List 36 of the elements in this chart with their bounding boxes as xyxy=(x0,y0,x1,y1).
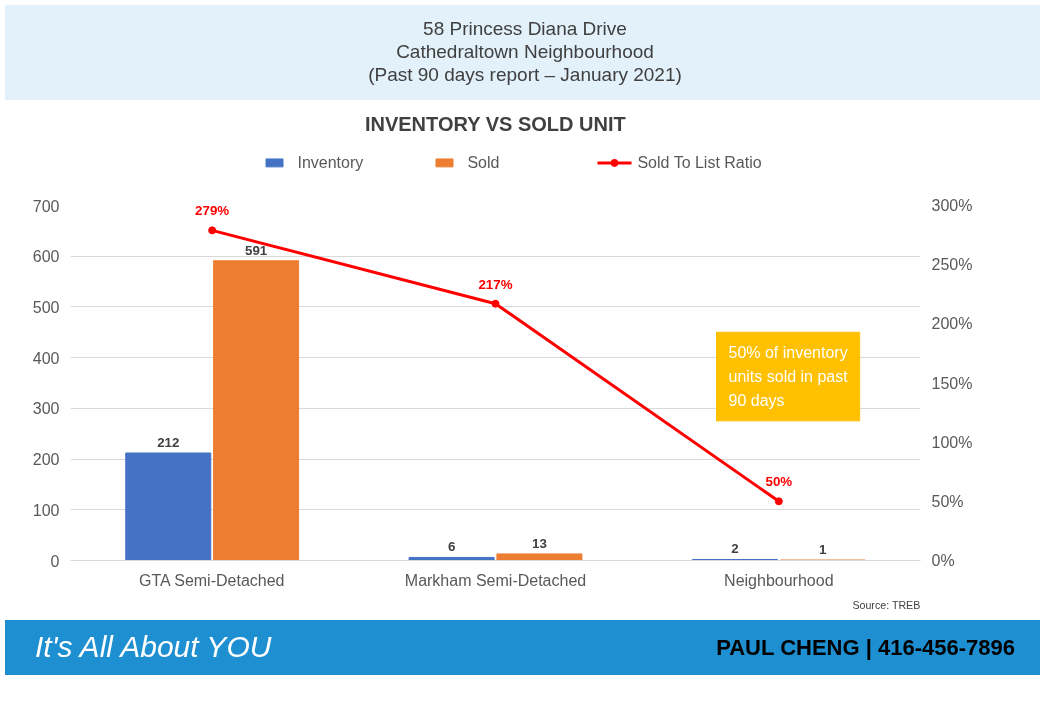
chart-subtitle: 58 Princess Diana Drive Cathedraltown Neighbourhood (Past 90 days report – January 2021) xyxy=(5,5,1040,100)
data-label: 6 xyxy=(447,539,456,555)
x-tick-label: GTA Semi-Detached xyxy=(138,571,285,589)
y2-tick-label: 100% xyxy=(931,433,973,451)
y-tick-label: 600 xyxy=(32,248,60,266)
text: PAUL CHENG | 416-456-7896 xyxy=(716,633,1015,662)
y-tick-label: 100 xyxy=(32,501,60,519)
data-label: 50% xyxy=(765,474,793,490)
legend-label: Sold To List Ratio xyxy=(637,154,762,172)
y-tick-label: 0 xyxy=(50,552,60,570)
data-label: 591 xyxy=(244,242,268,258)
y-tick-label: 200 xyxy=(32,451,60,469)
y-tick-label: 700 xyxy=(32,197,60,215)
y-tick-label: 300 xyxy=(32,400,60,418)
data-label: 279% xyxy=(195,203,230,219)
legend-label: Sold xyxy=(467,154,500,172)
chart-title: INVENTORY VS SOLD UNIT xyxy=(364,112,626,135)
legend-label: Inventory xyxy=(297,154,364,172)
data-label: 2 xyxy=(731,541,739,557)
data-label: 13 xyxy=(532,535,547,551)
source-note: Source: TREB xyxy=(852,598,921,611)
y2-tick-label: 150% xyxy=(931,374,973,392)
x-tick-label: Neighbourhood xyxy=(724,571,834,589)
y2-tick-label: 300% xyxy=(931,197,973,214)
data-label: 1 xyxy=(819,541,828,557)
data-label: 217% xyxy=(478,276,513,292)
annotation: 50% of inventory units sold in past 90 days xyxy=(728,344,849,409)
data-label: 212 xyxy=(157,434,180,450)
y-tick-label: 500 xyxy=(32,298,60,316)
y2-tick-label: 250% xyxy=(931,256,973,274)
x-tick-label: Markham Semi-Detached xyxy=(404,571,587,589)
text: It's All About YOU xyxy=(35,629,272,666)
y2-tick-label: 200% xyxy=(931,315,973,333)
y2-tick-label: 0% xyxy=(931,552,955,569)
y-tick-label: 400 xyxy=(32,349,60,367)
y2-tick-label: 50% xyxy=(931,492,964,510)
